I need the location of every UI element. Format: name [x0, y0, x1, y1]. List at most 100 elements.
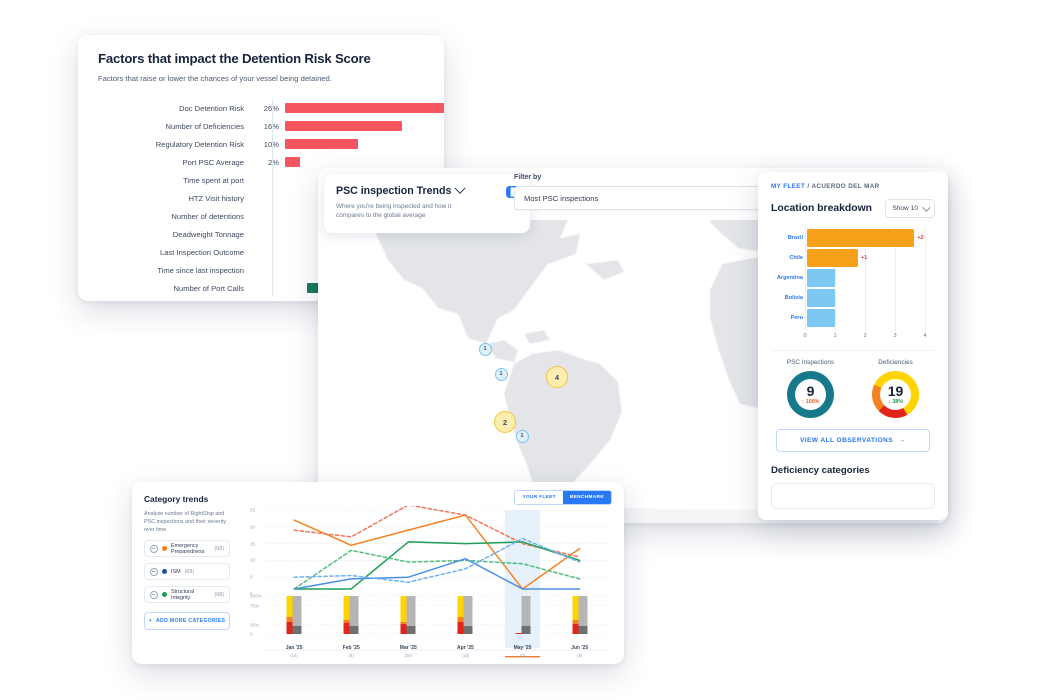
severity-bar — [515, 596, 524, 634]
legend-label: ISM — [171, 568, 181, 575]
fleet-benchmark-tabs: YOUR FLEET BENCHMARK — [514, 490, 612, 505]
deficiency-categories-title: Deficiency categories — [771, 465, 870, 476]
chevron-down-icon — [454, 182, 467, 194]
severity-segment — [463, 625, 473, 634]
add-more-categories-label: ADD MORE CATEGORIES — [156, 618, 226, 625]
legend-color-dot — [162, 546, 167, 552]
severity-segment — [343, 623, 353, 634]
x-axis-sublabel: (14) — [461, 653, 470, 658]
map-marker[interactable]: 1 — [515, 429, 529, 443]
donut-center: 9 ↑ 100% — [795, 379, 826, 410]
y-axis-tick: 10 — [250, 557, 256, 563]
location-label: Chile — [789, 255, 803, 261]
factor-bar-track — [285, 153, 387, 171]
severity-segment — [400, 624, 410, 634]
factor-label: Number of Port Calls — [173, 283, 244, 293]
factor-label: Deadweight Tonnage — [172, 229, 244, 239]
severity-segment — [286, 616, 296, 622]
add-more-categories-button[interactable]: + ADD MORE CATEGORIES — [144, 612, 230, 631]
x-axis-sublabel: (14) — [290, 653, 298, 658]
psc-trends-title-text: PSC inspection Trends — [336, 185, 452, 197]
remove-category-icon[interactable] — [150, 590, 158, 599]
category-trends-subtitle: Analyse number of RightShip and PSC insp… — [144, 511, 227, 534]
severity-segment — [521, 625, 530, 634]
remove-category-icon[interactable] — [150, 544, 158, 553]
tab-your-fleet[interactable]: YOUR FLEET — [515, 491, 563, 504]
map-marker[interactable]: 1 — [478, 342, 492, 356]
severity-segment — [457, 616, 467, 622]
stat-donut: Deficiencies 19 ↓ 38% — [860, 359, 932, 418]
category-trends-sidebar: Category trends Analyse number of RightS… — [132, 482, 240, 664]
y-axis-tick: 0 — [250, 591, 253, 597]
x-axis-tick: 4 — [923, 333, 927, 339]
factor-label: Number of detentions — [171, 211, 244, 221]
map-marker[interactable]: 4 — [546, 366, 568, 388]
location-breakdown-chart: Brazil +2 Chile +1 Argentina Bolivia Peru 0 1 2 3… — [771, 227, 935, 345]
severity-bar — [406, 596, 416, 634]
y-axis-tick-severity: 100% — [250, 593, 262, 599]
factor-label: Number of Deficiencies — [165, 121, 245, 131]
severity-segment — [292, 596, 302, 626]
location-chart-gridlines — [805, 227, 926, 331]
factor-bar-track — [285, 117, 402, 135]
legend-item[interactable]: ISM (68) — [144, 563, 230, 581]
map-marker[interactable]: 2 — [494, 411, 516, 433]
factor-value: 2% — [268, 157, 279, 167]
filter-label: Filter by — [514, 174, 542, 181]
breadcrumb-vessel: ACUERDO DEL MAR — [811, 183, 880, 190]
x-axis-tick: Feb '25 — [342, 645, 360, 651]
breadcrumb-fleet-link[interactable]: MY FLEET — [771, 183, 806, 190]
location-row: Bolivia — [771, 289, 935, 307]
severity-segment — [463, 596, 473, 626]
severity-bar — [521, 596, 530, 634]
show-count-selector[interactable]: Show 10 — [885, 199, 935, 218]
severity-segment — [400, 596, 410, 622]
breadcrumb: MY FLEET / ACUERDO DEL MAR — [771, 183, 935, 190]
location-label: Bolivia — [784, 295, 803, 301]
filter-select[interactable]: Most PSC inspections — [514, 186, 784, 210]
legend-item[interactable]: Structural Integrity (68) — [144, 586, 230, 604]
stat-donut: PSC Inspections 9 ↑ 100% — [775, 359, 847, 418]
location-bar — [807, 229, 915, 247]
psc-trends-subtitle: Where you're being inspected and how it … — [336, 203, 452, 220]
y-axis-tick: 20 — [250, 524, 256, 530]
tab-benchmark[interactable]: BENCHMARK — [562, 491, 611, 504]
legend-item[interactable]: Emergency Preparedness (68) — [144, 540, 230, 558]
severity-segment — [515, 633, 524, 634]
legend-count: (68) — [214, 591, 224, 598]
map-marker[interactable]: 1 — [494, 367, 508, 381]
y-axis-tick: 25 — [250, 507, 256, 513]
factor-row: Number of Deficiencies 16% — [102, 117, 424, 135]
view-all-observations-label: VIEW ALL OBSERVATIONS — [799, 437, 894, 444]
severity-segment — [286, 621, 296, 634]
severity-bar — [286, 596, 296, 634]
severity-bar — [572, 596, 582, 634]
x-axis-tick: 3 — [893, 333, 897, 339]
view-all-observations-button[interactable]: VIEW ALL OBSERVATIONS → — [776, 429, 930, 452]
gridline — [895, 227, 896, 331]
psc-trends-title[interactable]: PSC inspection Trends — [336, 182, 518, 197]
factor-label: Regulatory Detention Risk — [155, 139, 244, 149]
factor-row: Doc Detention Risk 26% — [102, 99, 444, 117]
severity-segment — [286, 596, 296, 617]
fleet-side-panel: MY FLEET / ACUERDO DEL MAR Location brea… — [758, 172, 948, 520]
chart-center-line — [272, 99, 273, 297]
location-row: Chile +1 — [771, 249, 935, 267]
y-axis-tick-severity: 0 — [250, 631, 253, 637]
x-axis-sublabel: (20) — [404, 653, 413, 658]
plus-icon: + — [148, 618, 153, 625]
stat-label: Deficiencies — [878, 359, 913, 366]
gridline — [865, 227, 866, 331]
x-axis-sublabel: (0) — [519, 653, 526, 658]
legend-count: (68) — [214, 545, 224, 552]
factor-row: Regulatory Detention Risk 10% — [102, 135, 424, 153]
factor-bar-track — [285, 135, 387, 153]
remove-category-icon[interactable] — [150, 567, 158, 576]
gridline — [925, 227, 926, 331]
y-axis-tick-severity: 25% — [250, 622, 260, 627]
factor-bar — [285, 157, 300, 167]
location-breakdown-header: Location breakdown Show 10 — [771, 199, 935, 218]
donut-ring: 19 ↓ 38% — [872, 371, 919, 418]
location-row: Argentina — [771, 269, 935, 287]
